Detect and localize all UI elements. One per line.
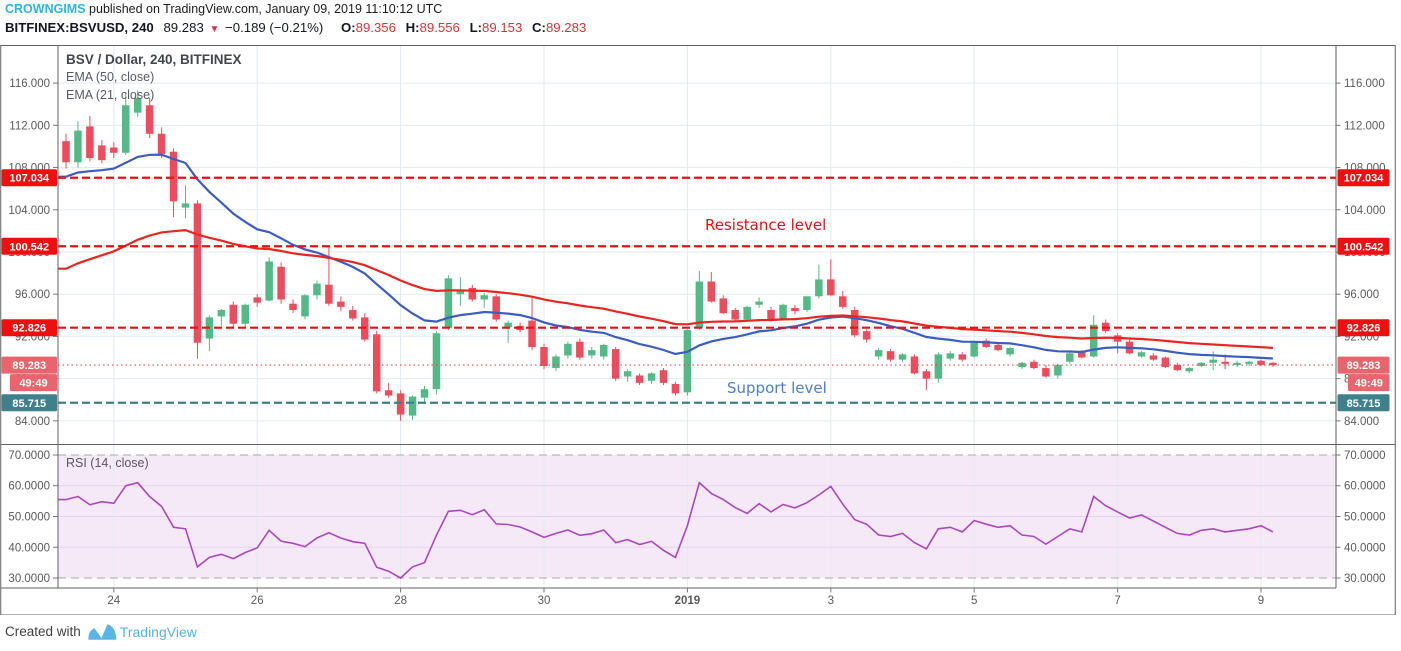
- close-value: 89.283: [545, 20, 587, 35]
- svg-text:104.000: 104.000: [8, 205, 50, 217]
- legend-ema21: EMA (21, close): [66, 88, 155, 102]
- svg-text:96.000: 96.000: [1344, 289, 1379, 301]
- svg-text:84.000: 84.000: [1344, 416, 1379, 428]
- resistance-annotation[interactable]: Resistance level: [705, 216, 827, 234]
- svg-text:89.283: 89.283: [1347, 360, 1381, 372]
- low-value: 89.153: [482, 20, 523, 35]
- legend-symbol-title: BSV / Dollar, 240, BITFINEX: [66, 52, 242, 67]
- svg-text:7: 7: [1114, 595, 1120, 607]
- publish-info: published on TradingView.com, January 09…: [85, 2, 443, 16]
- publish-byline: CROWNGIMS published on TradingView.com, …: [5, 2, 442, 16]
- svg-text:92.826: 92.826: [12, 323, 46, 335]
- svg-text:49:49: 49:49: [19, 378, 47, 390]
- svg-text:92.826: 92.826: [1347, 323, 1381, 335]
- svg-text:89.283: 89.283: [12, 360, 46, 372]
- author-name: CROWNGIMS: [5, 2, 86, 16]
- svg-text:50.0000: 50.0000: [1344, 512, 1386, 524]
- svg-text:116.000: 116.000: [9, 78, 50, 90]
- open-label: O:: [340, 20, 356, 35]
- tradingview-cloud-logo-icon: [88, 623, 117, 640]
- price-change: −0.189 (−0.21%): [225, 20, 324, 35]
- svg-text:112.000: 112.000: [9, 120, 50, 132]
- svg-text:26: 26: [251, 595, 264, 607]
- svg-text:107.034: 107.034: [9, 173, 50, 185]
- axis-price-pills: 107.034 107.034 100.542 100.542 92.826 92.826…: [1, 169, 1390, 412]
- svg-text:116.000: 116.000: [1344, 78, 1385, 90]
- svg-text:104.000: 104.000: [1344, 205, 1386, 217]
- chart-legend: BSV / Dollar, 240, BITFINEX EMA (50, clo…: [66, 51, 242, 104]
- ema50-line[interactable]: [58, 228, 1273, 349]
- svg-text:9: 9: [1258, 595, 1264, 607]
- svg-text:85.715: 85.715: [12, 398, 46, 410]
- symbol-name: BITFINEX:BSVUSD, 240: [5, 20, 154, 35]
- last-price-value: 89.283: [163, 20, 204, 35]
- svg-text:30.0000: 30.0000: [8, 573, 50, 585]
- svg-text:70.0000: 70.0000: [1344, 450, 1386, 462]
- svg-text:30: 30: [538, 595, 551, 607]
- svg-text:70.0000: 70.0000: [8, 450, 50, 462]
- svg-text:107.034: 107.034: [1344, 173, 1385, 185]
- svg-text:84.000: 84.000: [15, 416, 50, 428]
- legend-rsi: RSI (14, close): [66, 456, 149, 470]
- svg-text:85.715: 85.715: [1347, 398, 1381, 410]
- svg-text:28: 28: [394, 595, 407, 607]
- svg-text:2019: 2019: [675, 595, 701, 607]
- low-label: L:: [469, 20, 483, 35]
- close-label: C:: [532, 20, 546, 35]
- chart-frame: [0, 45, 1396, 615]
- svg-text:24: 24: [107, 595, 120, 607]
- legend-ema50: EMA (50, close): [66, 70, 155, 84]
- candlestick-series[interactable]: [62, 90, 1277, 421]
- rsi-line[interactable]: [58, 481, 1274, 579]
- svg-text:3: 3: [828, 595, 834, 607]
- svg-text:40.0000: 40.0000: [8, 542, 50, 554]
- ema21-line[interactable]: [58, 153, 1273, 360]
- open-value: 89.356: [355, 20, 396, 35]
- high-label: H:: [405, 20, 420, 35]
- svg-text:96.000: 96.000: [15, 289, 50, 301]
- tradingview-brand-link[interactable]: TradingView: [119, 623, 197, 640]
- footer: Created with TradingView: [5, 621, 197, 642]
- date-axis[interactable]: 24 26 28 30 2019 3 5 7 9: [107, 588, 1264, 607]
- support-annotation[interactable]: Support level: [727, 379, 827, 397]
- svg-text:50.0000: 50.0000: [8, 512, 50, 524]
- high-value: 89.556: [419, 20, 460, 35]
- down-triangle-icon: ▼: [209, 24, 220, 35]
- rsi-guides: [58, 454, 1336, 579]
- svg-text:60.0000: 60.0000: [1344, 481, 1386, 493]
- svg-text:112.000: 112.000: [1344, 120, 1385, 132]
- svg-text:30.0000: 30.0000: [1344, 573, 1386, 585]
- svg-text:100.542: 100.542: [9, 241, 49, 253]
- level-lines[interactable]: [58, 176, 1336, 404]
- symbol-ohlc-bar: BITFINEX:BSVUSD, 240 89.283 ▼ −0.189 (−0…: [5, 20, 586, 35]
- svg-text:60.0000: 60.0000: [8, 481, 50, 493]
- chart-canvas[interactable]: 84.00088.00092.00096.000100.000104.00010…: [0, 45, 1401, 615]
- svg-text:40.0000: 40.0000: [1344, 542, 1386, 554]
- created-with-text: Created with: [5, 624, 81, 639]
- svg-text:5: 5: [971, 595, 977, 607]
- svg-text:100.542: 100.542: [1344, 241, 1384, 253]
- svg-text:49:49: 49:49: [1355, 378, 1383, 390]
